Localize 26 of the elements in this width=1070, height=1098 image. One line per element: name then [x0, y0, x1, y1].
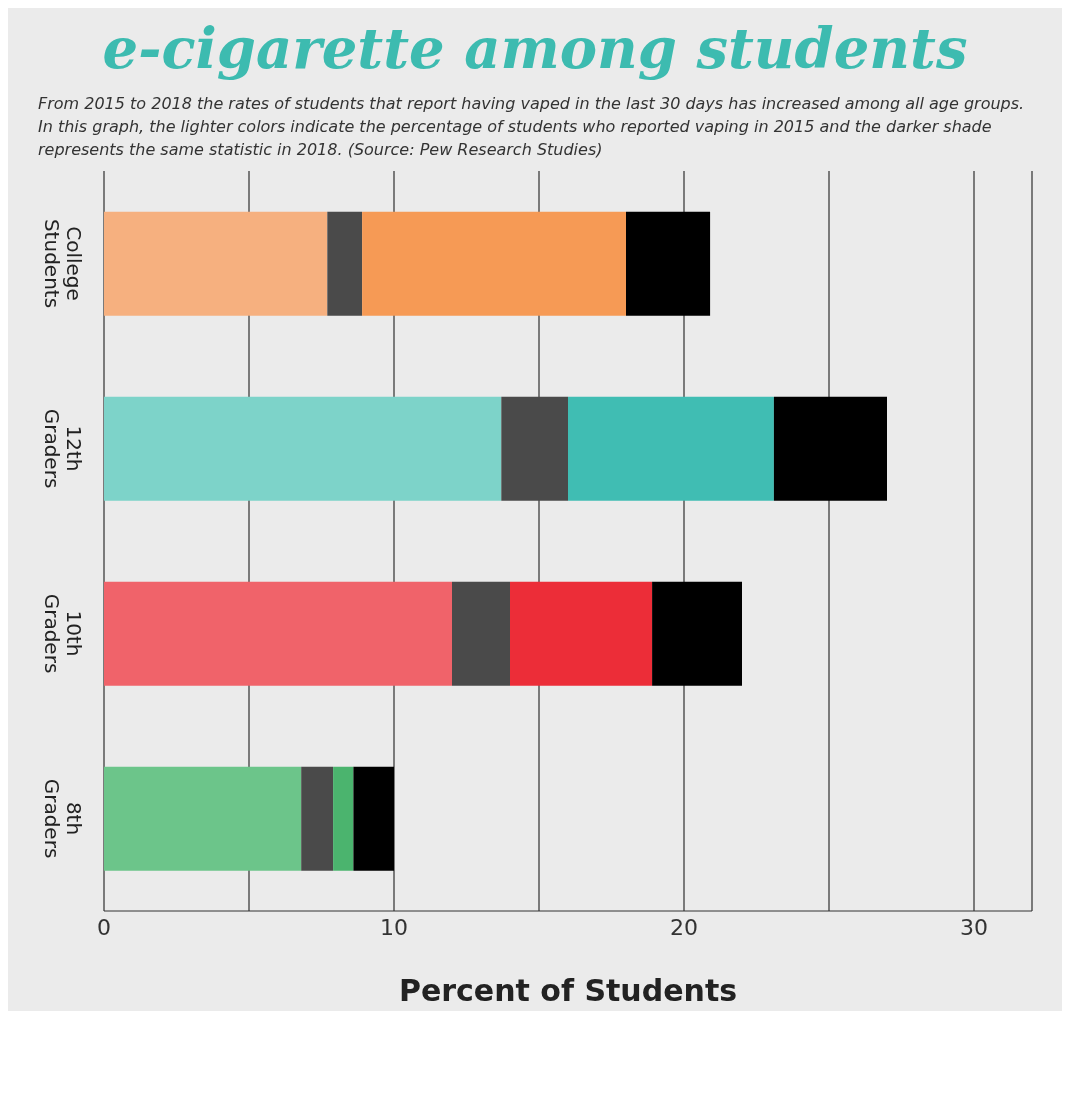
- bar: [301, 766, 334, 871]
- bar: [104, 581, 452, 686]
- bar: [568, 396, 774, 501]
- x-tick-label: 10: [380, 914, 408, 940]
- bar: [773, 396, 887, 501]
- bar: [104, 766, 302, 871]
- bar: [652, 581, 742, 686]
- bar: [510, 581, 653, 686]
- chart-subtitle: From 2015 to 2018 the rates of students that report having vaped in the last 30 days has increased among all age groups. In this graph, the lighter colors indicate the percentage of students who reported vaping in 2015 and the darker shade represents the same statistic in 2018. (Source: Pew Research Studies): [37, 93, 1026, 161]
- bar: [452, 581, 510, 686]
- bar: [104, 396, 502, 501]
- chart-title: e-cigarette among students: [101, 14, 969, 83]
- x-axis-title: Percent of Students: [398, 973, 738, 1008]
- x-tick-label: 0: [97, 914, 111, 940]
- y-tick-label: 10th Graders: [40, 593, 86, 674]
- x-tick-label: 30: [960, 914, 988, 940]
- x-tick-label: 20: [670, 914, 698, 940]
- y-tick-label: College Students: [40, 218, 86, 309]
- bar: [333, 766, 354, 871]
- y-tick-label: 8th Graders: [40, 778, 86, 859]
- bar: [104, 211, 328, 316]
- bar: [362, 211, 626, 316]
- bar: [626, 211, 711, 316]
- bar: [353, 766, 394, 871]
- bar: [327, 211, 363, 316]
- y-tick-label: 12th Graders: [40, 408, 86, 489]
